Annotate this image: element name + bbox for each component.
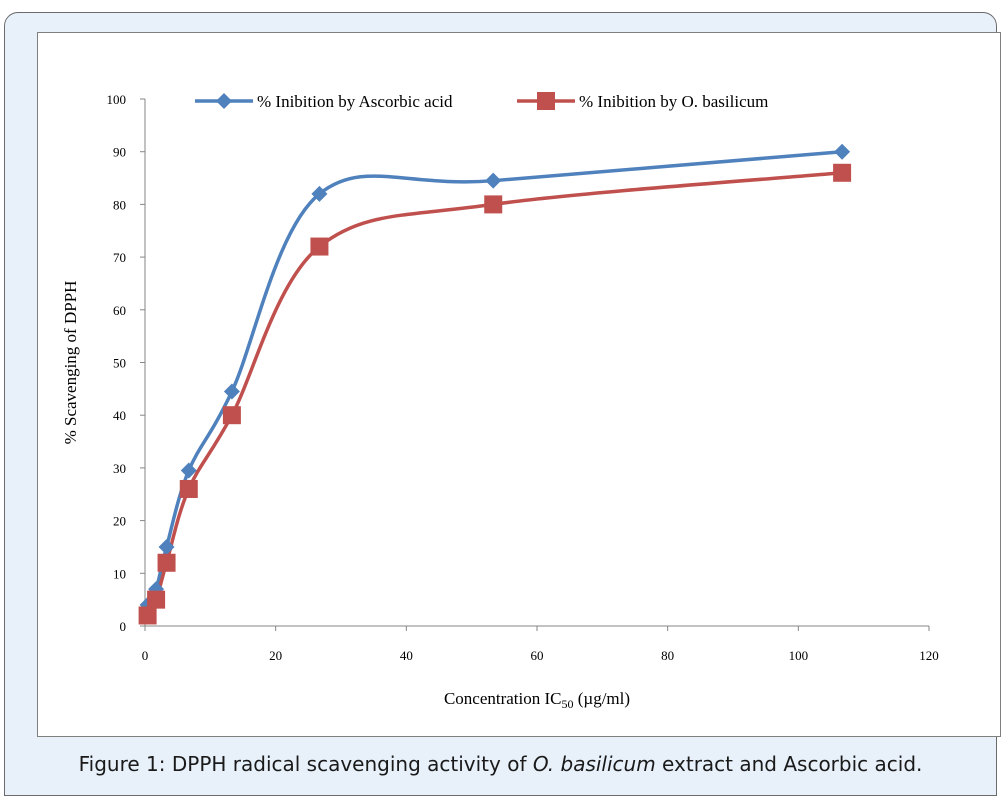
- data-point-series-1: [158, 538, 175, 555]
- y-tick-label: 50: [113, 356, 126, 371]
- x-axis-title-unit: (µg/ml): [574, 689, 631, 708]
- data-point-series-2: [484, 195, 503, 214]
- caption-italic: O. basilicum: [532, 752, 656, 776]
- x-tick-label: 20: [269, 648, 282, 663]
- legend-label: % Inibition by O. basilicum: [579, 92, 768, 111]
- data-point-series-2: [157, 553, 176, 572]
- x-tick-label: 120: [919, 648, 939, 663]
- x-tick-label: 80: [661, 648, 674, 663]
- x-axis-title: Concentration IC50 (µg/ml): [444, 689, 630, 711]
- series-markers: [138, 143, 852, 625]
- caption-prefix: Figure 1: DPPH radical scavenging activi…: [78, 752, 533, 776]
- series-line-2: [146, 171, 843, 617]
- x-axis-title-main: Concentration IC: [444, 689, 562, 708]
- y-tick-label: 10: [113, 566, 126, 581]
- data-point-series-1: [485, 172, 502, 189]
- y-axis-title: % Scavenging of DPPH: [61, 281, 80, 445]
- y-tick-label: 90: [113, 145, 126, 160]
- x-tick-label: 60: [531, 648, 544, 663]
- legend: % Inibition by Ascorbic acid % Inibition …: [195, 92, 768, 111]
- data-point-series-2: [310, 237, 329, 256]
- series-line-1: [146, 149, 843, 606]
- legend-swatch-marker: [537, 92, 555, 110]
- y-tick-label: 70: [113, 250, 126, 265]
- series-lines: [146, 149, 843, 617]
- caption-suffix: extract and Ascorbic acid.: [655, 752, 923, 776]
- data-point-series-2: [147, 590, 166, 609]
- y-tick-label: 20: [113, 514, 126, 529]
- data-point-series-1: [180, 462, 197, 479]
- data-point-series-1: [834, 143, 851, 160]
- y-tick-label: 60: [113, 303, 126, 318]
- y-tick-label: 0: [120, 619, 127, 634]
- data-point-series-1: [223, 383, 240, 400]
- y-tick-label: 30: [113, 461, 126, 476]
- data-point-series-1: [311, 185, 328, 202]
- axes: 0 10 20 30 40 50 60 70 80 90 100 0 20 40 60 80 100 120: [107, 92, 939, 663]
- figure-caption: Figure 1: DPPH radical scavenging activi…: [0, 752, 1001, 776]
- x-tick-label: 0: [142, 648, 149, 663]
- y-tick-label: 40: [113, 408, 126, 423]
- data-point-series-2: [179, 479, 198, 498]
- x-tick-label: 40: [400, 648, 413, 663]
- legend-swatch-marker: [216, 93, 232, 109]
- x-tick-label: 100: [789, 648, 809, 663]
- x-axis-title-subscript: 50: [562, 697, 574, 711]
- legend-label: % Inibition by Ascorbic acid: [257, 92, 453, 111]
- data-point-series-2: [138, 606, 157, 625]
- data-point-series-2: [222, 406, 241, 425]
- data-point-series-2: [833, 163, 852, 182]
- y-tick-label: 80: [113, 197, 126, 212]
- y-tick-label: 100: [107, 92, 127, 107]
